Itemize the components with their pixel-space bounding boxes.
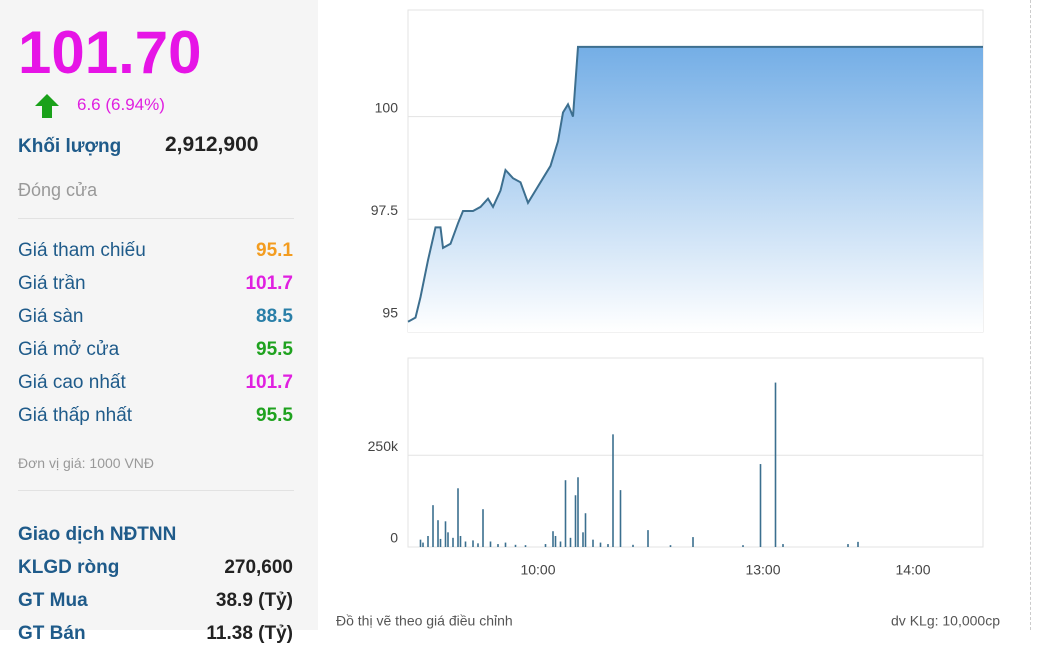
stat-value: 101.7 [245,372,293,393]
volume-bar [437,520,439,547]
plot-frame [407,9,984,333]
volume-bar [564,480,567,547]
volume-bar [497,544,499,547]
volume-bar [459,535,462,547]
stat-label: Giá mở cửa [18,339,120,360]
separator [18,218,294,219]
volume-bar [457,488,459,547]
area-fill [408,46,983,333]
y-tick-label: 97.5 [371,202,398,218]
y-tick-label: 250k [368,438,399,454]
volume-bar [559,541,562,547]
foreign-value: 270,600 [224,557,293,578]
volume-bar [427,535,429,547]
volume-bar [419,539,422,547]
stat-value: 88.5 [256,306,293,327]
stat-label: Giá trần [18,273,86,294]
volume-bar [552,531,554,547]
stat-value: 95.1 [256,240,293,261]
volume-bar [422,542,424,547]
status: Đóng cửa [18,180,98,200]
volume-bar [472,540,474,547]
volume-bar [759,464,762,547]
volume: 2,912,900 [165,133,259,156]
volume-bar [742,545,744,547]
footer-unit: dv KLg: 10,000cp [891,613,1000,629]
y-tick-label: 100 [375,99,399,115]
volume-bar [857,541,859,547]
volume-bar [599,542,602,547]
volume-bar [619,490,622,547]
stat-value: 101.7 [245,273,293,294]
price: 101.70 [18,19,202,86]
foreign-value: 11.38 (Tỷ) [206,623,293,644]
volume-bar [592,539,594,547]
volume-bar [544,544,547,547]
volume-bar [489,541,492,547]
foreign-label: KLGD ròng [18,557,120,578]
volume-bar [612,434,614,547]
volume-bar [582,532,584,547]
volume-bar [477,543,479,547]
stat-label: Giá thấp nhất [18,405,133,426]
volume-bar [632,544,634,547]
foreign-label: GT Bán [18,623,86,644]
volume-bar [584,513,587,547]
up-arrow [35,94,59,118]
volume-bar [447,532,449,547]
foreign-title: Giao dịch NĐTNN [18,524,177,545]
volume-bar [504,542,507,547]
footer-note: Đồ thị vẽ theo giá điều chỉnh [336,613,513,629]
stat-value: 95.5 [256,405,293,426]
volume-bar [554,535,557,547]
stat-label: Giá cao nhất [18,372,126,393]
volume-bar [782,544,784,547]
x-tick-label: 13:00 [745,562,780,578]
volume-bar [452,537,454,547]
volume-bar [464,541,467,547]
y-tick-label: 95 [382,304,398,320]
volume-bar [669,545,672,547]
stat-value: 95.5 [256,339,293,360]
divider [1030,0,1032,630]
y-tick-label: 0 [390,530,398,546]
volume-bar [692,537,694,547]
volume-bar [847,544,849,547]
x-tick-label: 10:00 [520,562,555,578]
unit-note: Đơn vị giá: 1000 VNĐ [18,455,155,471]
volume-bar [524,545,527,547]
change: 6.6 (6.94%) [77,95,165,114]
volume-bar [574,495,577,547]
separator [18,490,294,491]
plot-frame [407,357,984,548]
volume-bar [514,544,517,547]
volume-bar [607,544,609,547]
x-tick-label: 14:00 [895,562,930,578]
volume-label: Khối lượng [18,136,122,157]
volume-bar [439,538,442,547]
stat-label: Giá tham chiếu [18,240,146,261]
volume-bar [647,530,649,547]
volume-bar [482,509,484,547]
volume-bar [432,505,434,547]
volume-bar [569,537,572,547]
foreign-value: 38.9 (Tỷ) [215,590,293,611]
volume-bar [774,382,777,547]
stat-label: Giá sàn [18,306,84,327]
volume-bar [444,521,447,547]
price-line [407,45,983,323]
quote-panel: 101.70 6.6 (6.94%) Khối lượng 2,912,900 … [0,0,318,644]
volume-bar [577,477,579,547]
foreign-label: GT Mua [18,590,88,611]
